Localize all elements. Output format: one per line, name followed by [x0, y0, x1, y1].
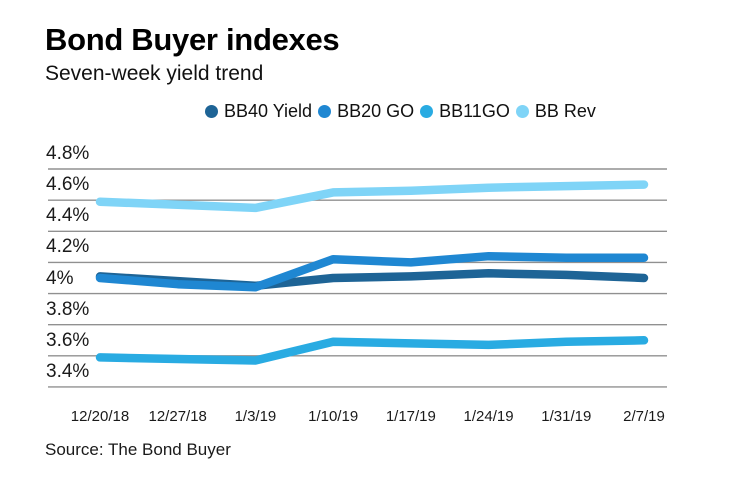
- series-line-bb11go: [95, 336, 649, 365]
- legend-dot-icon: [420, 105, 434, 118]
- x-axis-tick-label: 1/3/19: [234, 408, 277, 425]
- x-axis-tick-label: 1/24/19: [463, 408, 514, 425]
- x-axis-tick-label: 1/10/19: [308, 408, 359, 425]
- legend-dot-icon: [205, 105, 218, 118]
- series-line-bb20-go: [95, 251, 649, 292]
- legend-label: BB20 GO: [337, 101, 415, 121]
- x-axis-tick-label: 12/27/18: [148, 408, 207, 425]
- chart-legend: BB40 Yield BB20 GO BB11GO BB Rev: [205, 101, 596, 122]
- legend-item-bb-rev: BB Rev: [515, 101, 596, 122]
- chart-title: Bond Buyer indexes: [45, 22, 340, 57]
- legend-item-bb20-go: BB20 GO: [318, 101, 414, 122]
- legend-item-bb11go: BB11GO: [420, 101, 510, 122]
- x-axis-tick-label: 1/31/19: [541, 408, 592, 425]
- source-note: Source: The Bond Buyer: [45, 440, 231, 459]
- legend-label: BB Rev: [534, 101, 596, 121]
- series-line-bb-rev: [95, 180, 649, 213]
- x-axis-tick-label: 2/7/19: [623, 408, 665, 425]
- legend-label: BB11GO: [439, 101, 510, 121]
- legend-item-bb40-yield: BB40 Yield: [205, 101, 312, 122]
- y-axis-tick-label: 4.4%: [46, 205, 90, 227]
- chart-subtitle: Seven-week yield trend: [45, 62, 264, 85]
- x-axis-tick-label: 12/20/18: [70, 408, 130, 425]
- legend-label: BB40 Yield: [224, 101, 313, 121]
- y-axis-tick-label: 4%: [46, 267, 74, 289]
- y-axis-tick-label: 3.4%: [46, 360, 90, 382]
- y-axis-tick-label: 4.8%: [46, 143, 90, 164]
- legend-dot-icon: [318, 105, 332, 118]
- y-axis-tick-label: 3.8%: [46, 298, 90, 320]
- y-axis-tick-label: 4.6%: [46, 174, 90, 196]
- y-axis-tick-label: 3.6%: [46, 329, 90, 351]
- y-axis-tick-label: 4.2%: [46, 236, 90, 258]
- legend-dot-icon: [515, 105, 529, 118]
- x-axis-tick-label: 1/17/19: [385, 408, 436, 425]
